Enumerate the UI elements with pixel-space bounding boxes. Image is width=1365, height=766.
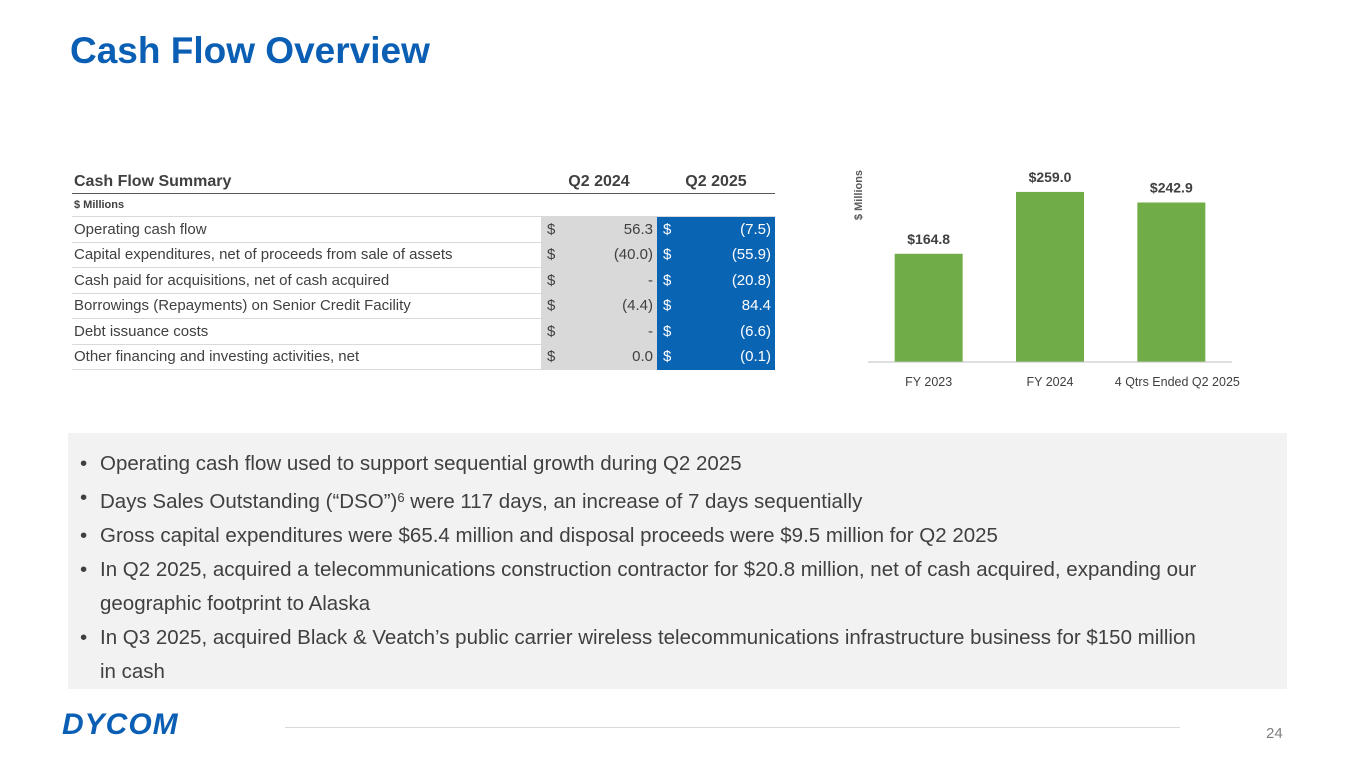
table-row: Operating cash flow $56.3 $ (7.5) bbox=[72, 216, 775, 243]
currency: $ bbox=[541, 318, 563, 344]
bullet: Gross capital expenditures were $65.4 mi… bbox=[80, 519, 1215, 553]
cell-value: (0.1) bbox=[679, 344, 775, 370]
currency: $ bbox=[541, 216, 563, 242]
cell-value: 0.0 bbox=[563, 344, 657, 370]
currency: $ bbox=[541, 242, 563, 268]
row-label: Cash paid for acquisitions, net of cash … bbox=[72, 267, 541, 294]
data-label: $259.0 bbox=[1029, 169, 1072, 185]
footer-rule bbox=[285, 727, 1180, 728]
cell-value: (6.6) bbox=[679, 318, 775, 344]
row-label: Debt issuance costs bbox=[72, 318, 541, 345]
bullet-text: Gross capital expenditures were $65.4 mi… bbox=[100, 524, 998, 547]
header-cell: Cash Flow Summary bbox=[72, 170, 541, 194]
header-row: Cash Flow Summary Q2 2024 Q2 2025 bbox=[72, 170, 775, 194]
footnote-ref: 6 bbox=[397, 490, 405, 505]
bar-chart: $ Millions $164.8 FY 2023 $259.0 FY 2024 $242… bbox=[853, 169, 1240, 389]
bullet-text: In Q3 2025, acquired Black & Veatch’s pu… bbox=[100, 626, 1196, 683]
header-cell: Q2 2024 bbox=[541, 170, 657, 194]
bullet: In Q2 2025, acquired a telecommunication… bbox=[80, 553, 1215, 621]
currency: $ bbox=[541, 293, 563, 319]
table-row: Other financing and investing activities… bbox=[72, 344, 775, 370]
table-row: Borrowings (Repayments) on Senior Credit… bbox=[72, 293, 775, 319]
bullet: In Q3 2025, acquired Black & Veatch’s pu… bbox=[80, 621, 1215, 689]
currency: $ bbox=[541, 344, 563, 370]
bar bbox=[1137, 202, 1206, 362]
currency: $ bbox=[657, 267, 679, 293]
table-row: Cash paid for acquisitions, net of cash … bbox=[72, 267, 775, 294]
x-tick-label: 4 Qtrs Ended Q2 2025 bbox=[1115, 375, 1240, 389]
data-label: $164.8 bbox=[907, 231, 950, 247]
units-blank bbox=[541, 193, 775, 217]
cell-value: 56.3 bbox=[563, 216, 657, 242]
bar bbox=[1016, 191, 1084, 362]
row-label: Other financing and investing activities… bbox=[72, 344, 541, 370]
table-row: Debt issuance costs $ - $ (6.6) bbox=[72, 318, 775, 345]
bar bbox=[894, 253, 963, 362]
row-label: Capital expenditures, net of proceeds fr… bbox=[72, 242, 541, 268]
row-label: Operating cash flow bbox=[72, 216, 541, 243]
bullet-text: were 117 days, an increase of 7 days seq… bbox=[404, 490, 863, 513]
cell-value: (55.9) bbox=[679, 242, 775, 268]
cell-value: (20.8) bbox=[679, 267, 775, 293]
bullet-text: In Q2 2025, acquired a telecommunication… bbox=[100, 558, 1197, 615]
cell-value: (7.5) bbox=[679, 216, 775, 242]
bullet: Operating cash flow used to support sequ… bbox=[80, 447, 1215, 481]
header-cell: Q2 2025 bbox=[657, 170, 775, 194]
x-tick-label: FY 2023 bbox=[905, 375, 952, 389]
bullet-list: Operating cash flow used to support sequ… bbox=[68, 433, 1215, 689]
cash-flow-table: Cash Flow Summary Q2 2024 Q2 2025 $ Million… bbox=[72, 170, 775, 370]
currency: $ bbox=[657, 293, 679, 319]
units-row: $ Millions bbox=[72, 193, 775, 217]
cell-value: 84.4 bbox=[679, 293, 775, 319]
table-row: Capital expenditures, net of proceeds fr… bbox=[72, 242, 775, 268]
bullet: Days Sales Outstanding (“DSO”)6 were 117… bbox=[80, 481, 1215, 519]
currency: $ bbox=[657, 216, 679, 242]
bullet-text: Days Sales Outstanding (“DSO”) bbox=[100, 490, 398, 513]
data-label: $242.9 bbox=[1150, 179, 1193, 195]
currency: $ bbox=[541, 267, 563, 293]
cell-value: (4.4) bbox=[563, 293, 657, 319]
cell-value: - bbox=[563, 318, 657, 344]
bullet-box: Operating cash flow used to support sequ… bbox=[68, 433, 1287, 689]
cell-value: - bbox=[563, 267, 657, 293]
logo: DYCOM bbox=[62, 708, 179, 741]
bullet-text: Operating cash flow used to support sequ… bbox=[100, 452, 742, 475]
row-label: Borrowings (Repayments) on Senior Credit… bbox=[72, 293, 541, 319]
currency: $ bbox=[657, 318, 679, 344]
page-number: 24 bbox=[1266, 725, 1283, 742]
currency: $ bbox=[657, 242, 679, 268]
slide-title: Cash Flow Overview bbox=[70, 30, 430, 71]
units-label: $ Millions bbox=[72, 193, 541, 217]
cell-value: (40.0) bbox=[563, 242, 657, 268]
y-axis-label: $ Millions bbox=[853, 170, 865, 220]
x-tick-label: FY 2024 bbox=[1026, 375, 1073, 389]
currency: $ bbox=[657, 344, 679, 370]
